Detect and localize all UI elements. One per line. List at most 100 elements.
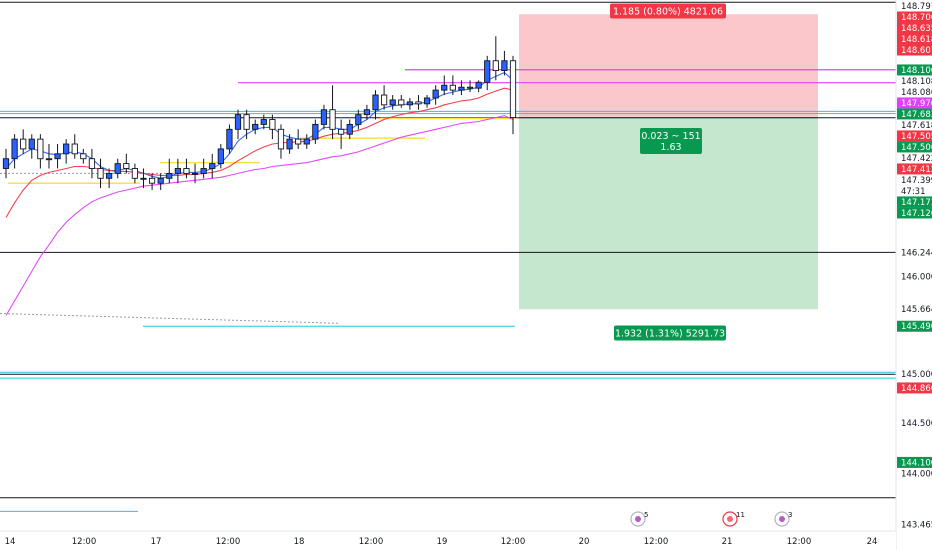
candle[interactable]: [260, 114, 267, 130]
price-label[interactable]: 144.860: [897, 382, 932, 394]
stop-label[interactable]: 1.185 (0.80%) 4821.06: [610, 3, 726, 19]
candle[interactable]: [123, 153, 130, 174]
candle[interactable]: [415, 95, 422, 110]
candle[interactable]: [466, 80, 474, 93]
candle[interactable]: [54, 144, 61, 169]
candle[interactable]: [88, 148, 96, 179]
candle[interactable]: [157, 173, 164, 191]
candle[interactable]: [449, 75, 456, 96]
candle[interactable]: [320, 104, 328, 130]
candle[interactable]: [286, 134, 293, 154]
candle[interactable]: [106, 168, 113, 189]
price-label[interactable]: 147.683: [897, 108, 932, 120]
candle[interactable]: [303, 134, 310, 149]
price-label[interactable]: 148.635: [897, 22, 932, 35]
candle[interactable]: [501, 50, 508, 76]
candle[interactable]: [63, 139, 70, 164]
price-label[interactable]: 147.618: [901, 121, 932, 131]
candle[interactable]: [398, 95, 405, 108]
price-label[interactable]: 147.976: [897, 97, 932, 109]
price-label[interactable]: 148.797: [901, 2, 932, 12]
candle[interactable]: [183, 158, 190, 179]
candle[interactable]: [28, 134, 35, 159]
candle[interactable]: [252, 119, 259, 135]
candle[interactable]: [329, 85, 336, 140]
price-label[interactable]: 145.000: [901, 370, 932, 380]
price-label[interactable]: 148.108: [901, 77, 932, 87]
candle[interactable]: [11, 134, 18, 169]
candle[interactable]: [174, 158, 181, 184]
candle[interactable]: [458, 80, 465, 96]
price-label[interactable]: 146.000: [901, 272, 932, 282]
candle[interactable]: [243, 109, 250, 140]
candle[interactable]: [484, 55, 491, 91]
candle[interactable]: [166, 158, 173, 184]
candle[interactable]: [441, 75, 448, 96]
candle[interactable]: [406, 97, 413, 110]
time-axis[interactable]: 14 12:00 17 12:00 18 12:00 19 12:00 20 12:00 21 12:…: [0, 530, 896, 550]
candle[interactable]: [2, 148, 10, 179]
price-label[interactable]: 144.500: [901, 419, 932, 429]
price-label[interactable]: 145.490: [897, 320, 932, 333]
candle[interactable]: [363, 104, 371, 120]
event-markers[interactable]: 5 11 3: [630, 511, 792, 527]
candle[interactable]: [295, 129, 302, 149]
candle[interactable]: [191, 163, 199, 184]
candle[interactable]: [355, 109, 362, 130]
candle[interactable]: [312, 119, 319, 145]
price-label[interactable]: 146.244: [901, 248, 932, 258]
candle[interactable]: [114, 158, 121, 179]
candle[interactable]: [389, 95, 396, 110]
price-label[interactable]: 143.465: [901, 521, 932, 531]
candle[interactable]: [140, 168, 147, 189]
candle[interactable]: [380, 85, 388, 110]
price-label[interactable]: 148.106: [897, 64, 932, 76]
candle[interactable]: [217, 144, 224, 169]
price-label[interactable]: 147.505: [897, 130, 932, 142]
candle[interactable]: [97, 158, 104, 189]
price-label[interactable]: 147.422: [901, 154, 932, 164]
candle[interactable]: [338, 119, 345, 149]
candle[interactable]: [234, 109, 242, 140]
candle[interactable]: [45, 144, 53, 169]
price-label[interactable]: 147.412: [897, 163, 932, 175]
price-label[interactable]: 148.086: [901, 88, 932, 98]
candle[interactable]: [346, 119, 353, 140]
price-label[interactable]: 148.618: [897, 33, 932, 46]
candle[interactable]: [509, 55, 517, 135]
price-label[interactable]: 147.506: [897, 141, 932, 153]
candle[interactable]: [269, 114, 276, 140]
price-label[interactable]: 147.126: [897, 207, 932, 219]
candlesticks[interactable]: [2, 36, 517, 191]
candle[interactable]: [148, 173, 156, 191]
price-label[interactable]: 144.000: [901, 469, 932, 479]
candle[interactable]: [209, 153, 216, 179]
price-label[interactable]: 148.706: [897, 11, 932, 24]
event-marker[interactable]: 11: [722, 511, 745, 527]
price-label[interactable]: 147.173: [897, 196, 932, 208]
candle[interactable]: [37, 134, 44, 169]
candle[interactable]: [492, 36, 499, 81]
price-scale[interactable]: 148.797148.706148.635148.618148.607 148.1…: [895, 0, 932, 550]
price-label[interactable]: 148.607: [897, 44, 932, 57]
candle[interactable]: [226, 124, 233, 154]
candle[interactable]: [71, 134, 78, 159]
event-marker[interactable]: 5: [630, 511, 648, 527]
candle[interactable]: [432, 85, 439, 105]
candle[interactable]: [20, 129, 27, 154]
price-label[interactable]: 47:31: [901, 187, 926, 197]
candle[interactable]: [423, 95, 431, 108]
candle[interactable]: [277, 124, 285, 159]
candle[interactable]: [80, 148, 87, 164]
target-label[interactable]: 1.932 (1.31%) 5291.73: [614, 325, 726, 341]
price-label[interactable]: 145.664: [901, 305, 932, 315]
candle[interactable]: [372, 90, 379, 120]
price-label[interactable]: 147.399: [901, 176, 932, 186]
candle[interactable]: [475, 80, 482, 93]
candle[interactable]: [200, 158, 207, 179]
event-marker[interactable]: 3: [774, 511, 792, 527]
price-label[interactable]: 144.100: [897, 456, 932, 469]
